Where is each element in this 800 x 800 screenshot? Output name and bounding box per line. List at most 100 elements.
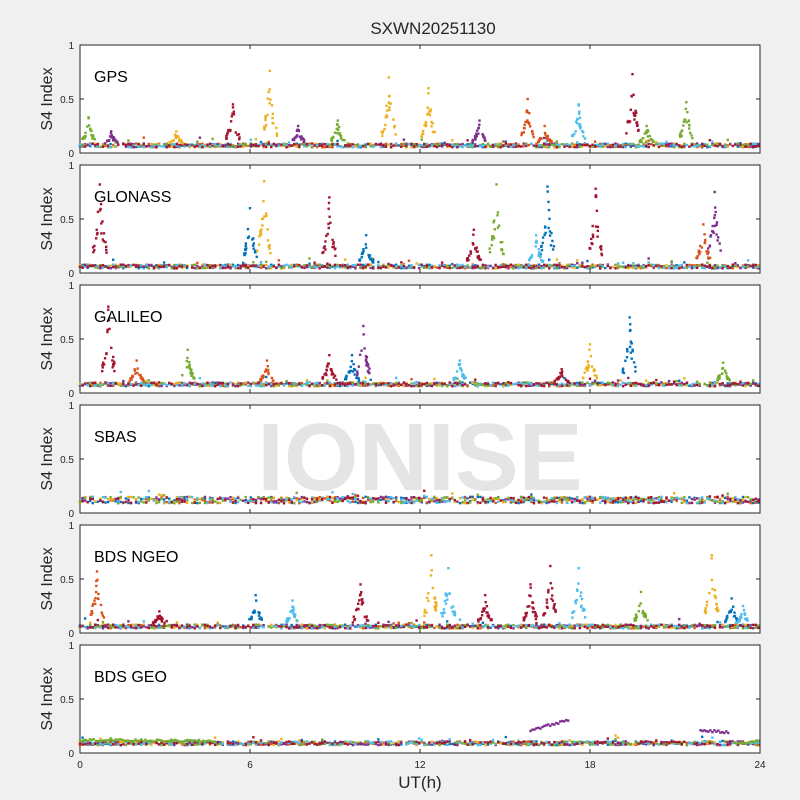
data-point: [255, 255, 258, 259]
data-point: [142, 383, 145, 387]
data-point: [438, 142, 441, 146]
data-point: [364, 495, 367, 499]
data-point: [175, 264, 179, 267]
data-point: [361, 501, 365, 504]
data-point: [122, 379, 125, 383]
data-point: [542, 136, 546, 140]
data-point: [229, 499, 232, 502]
data-point: [412, 266, 416, 269]
data-point: [303, 496, 306, 500]
data-point: [680, 501, 683, 504]
data-point: [389, 382, 393, 385]
data-point: [78, 384, 82, 387]
data-point: [111, 359, 114, 362]
data-point: [425, 501, 428, 504]
data-point: [277, 498, 281, 501]
data-point: [101, 383, 105, 386]
data-point: [698, 145, 701, 148]
data-point: [136, 371, 139, 375]
data-point: [270, 376, 274, 380]
data-point: [175, 381, 179, 385]
data-point: [244, 381, 247, 384]
data-point: [175, 496, 179, 499]
data-point: [555, 267, 559, 270]
data-point: [502, 499, 505, 503]
data-point: [461, 381, 464, 384]
data-point: [336, 495, 339, 499]
data-point: [420, 144, 423, 147]
data-point: [604, 142, 607, 146]
data-point: [581, 261, 584, 264]
data-point: [157, 263, 161, 267]
data-point: [170, 265, 173, 269]
data-point: [402, 142, 406, 145]
data-point: [703, 144, 706, 148]
data-point: [550, 140, 553, 144]
data-point: [525, 110, 528, 113]
data-point: [729, 266, 732, 270]
data-point: [370, 257, 373, 260]
data-point: [349, 144, 352, 147]
data-point: [244, 142, 247, 146]
data-point: [726, 384, 729, 388]
data-point: [637, 128, 640, 132]
data-point: [530, 265, 533, 269]
data-point: [108, 139, 111, 142]
data-point: [475, 129, 479, 132]
data-point: [400, 498, 403, 501]
data-point: [746, 495, 750, 499]
data-point: [525, 381, 528, 384]
data-point: [262, 144, 265, 148]
data-point: [688, 501, 691, 505]
data-point: [134, 265, 138, 268]
data-point: [264, 375, 268, 379]
data-point: [300, 497, 304, 501]
data-point: [558, 383, 561, 386]
data-point: [698, 497, 701, 500]
data-point: [744, 384, 747, 388]
data-point: [361, 496, 365, 500]
data-point: [675, 264, 678, 267]
data-point: [293, 495, 296, 499]
data-point: [548, 499, 551, 502]
data-point: [344, 258, 347, 261]
data-point: [402, 144, 406, 148]
data-point: [341, 381, 344, 384]
data-point: [695, 501, 699, 505]
data-point: [721, 267, 724, 270]
data-point: [211, 381, 214, 384]
data-point: [318, 384, 321, 388]
data-point: [440, 496, 444, 500]
data-point: [295, 143, 298, 147]
data-point: [687, 120, 690, 123]
data-point: [443, 141, 446, 145]
data-point: [272, 496, 275, 499]
data-point: [446, 500, 449, 503]
data-point: [537, 384, 541, 387]
data-point: [295, 135, 298, 138]
data-point: [639, 144, 643, 148]
data-point: [472, 233, 475, 236]
data-point: [593, 496, 597, 500]
data-point: [647, 257, 650, 260]
data-point: [405, 142, 408, 145]
data-point: [683, 144, 686, 148]
data-point: [262, 142, 265, 146]
data-point: [226, 144, 230, 147]
data-point: [211, 501, 214, 504]
data-point: [545, 143, 548, 146]
data-point: [568, 264, 571, 268]
data-point: [338, 381, 342, 384]
data-point: [155, 498, 158, 501]
data-point: [190, 368, 193, 371]
data-point: [81, 263, 84, 267]
data-point: [734, 382, 737, 385]
data-point: [621, 385, 625, 388]
data-point: [685, 266, 689, 270]
data-point: [650, 381, 653, 385]
data-point: [708, 245, 711, 248]
data-point: [619, 501, 622, 504]
data-point: [377, 382, 380, 385]
data-point: [555, 501, 559, 505]
data-point: [637, 498, 640, 501]
